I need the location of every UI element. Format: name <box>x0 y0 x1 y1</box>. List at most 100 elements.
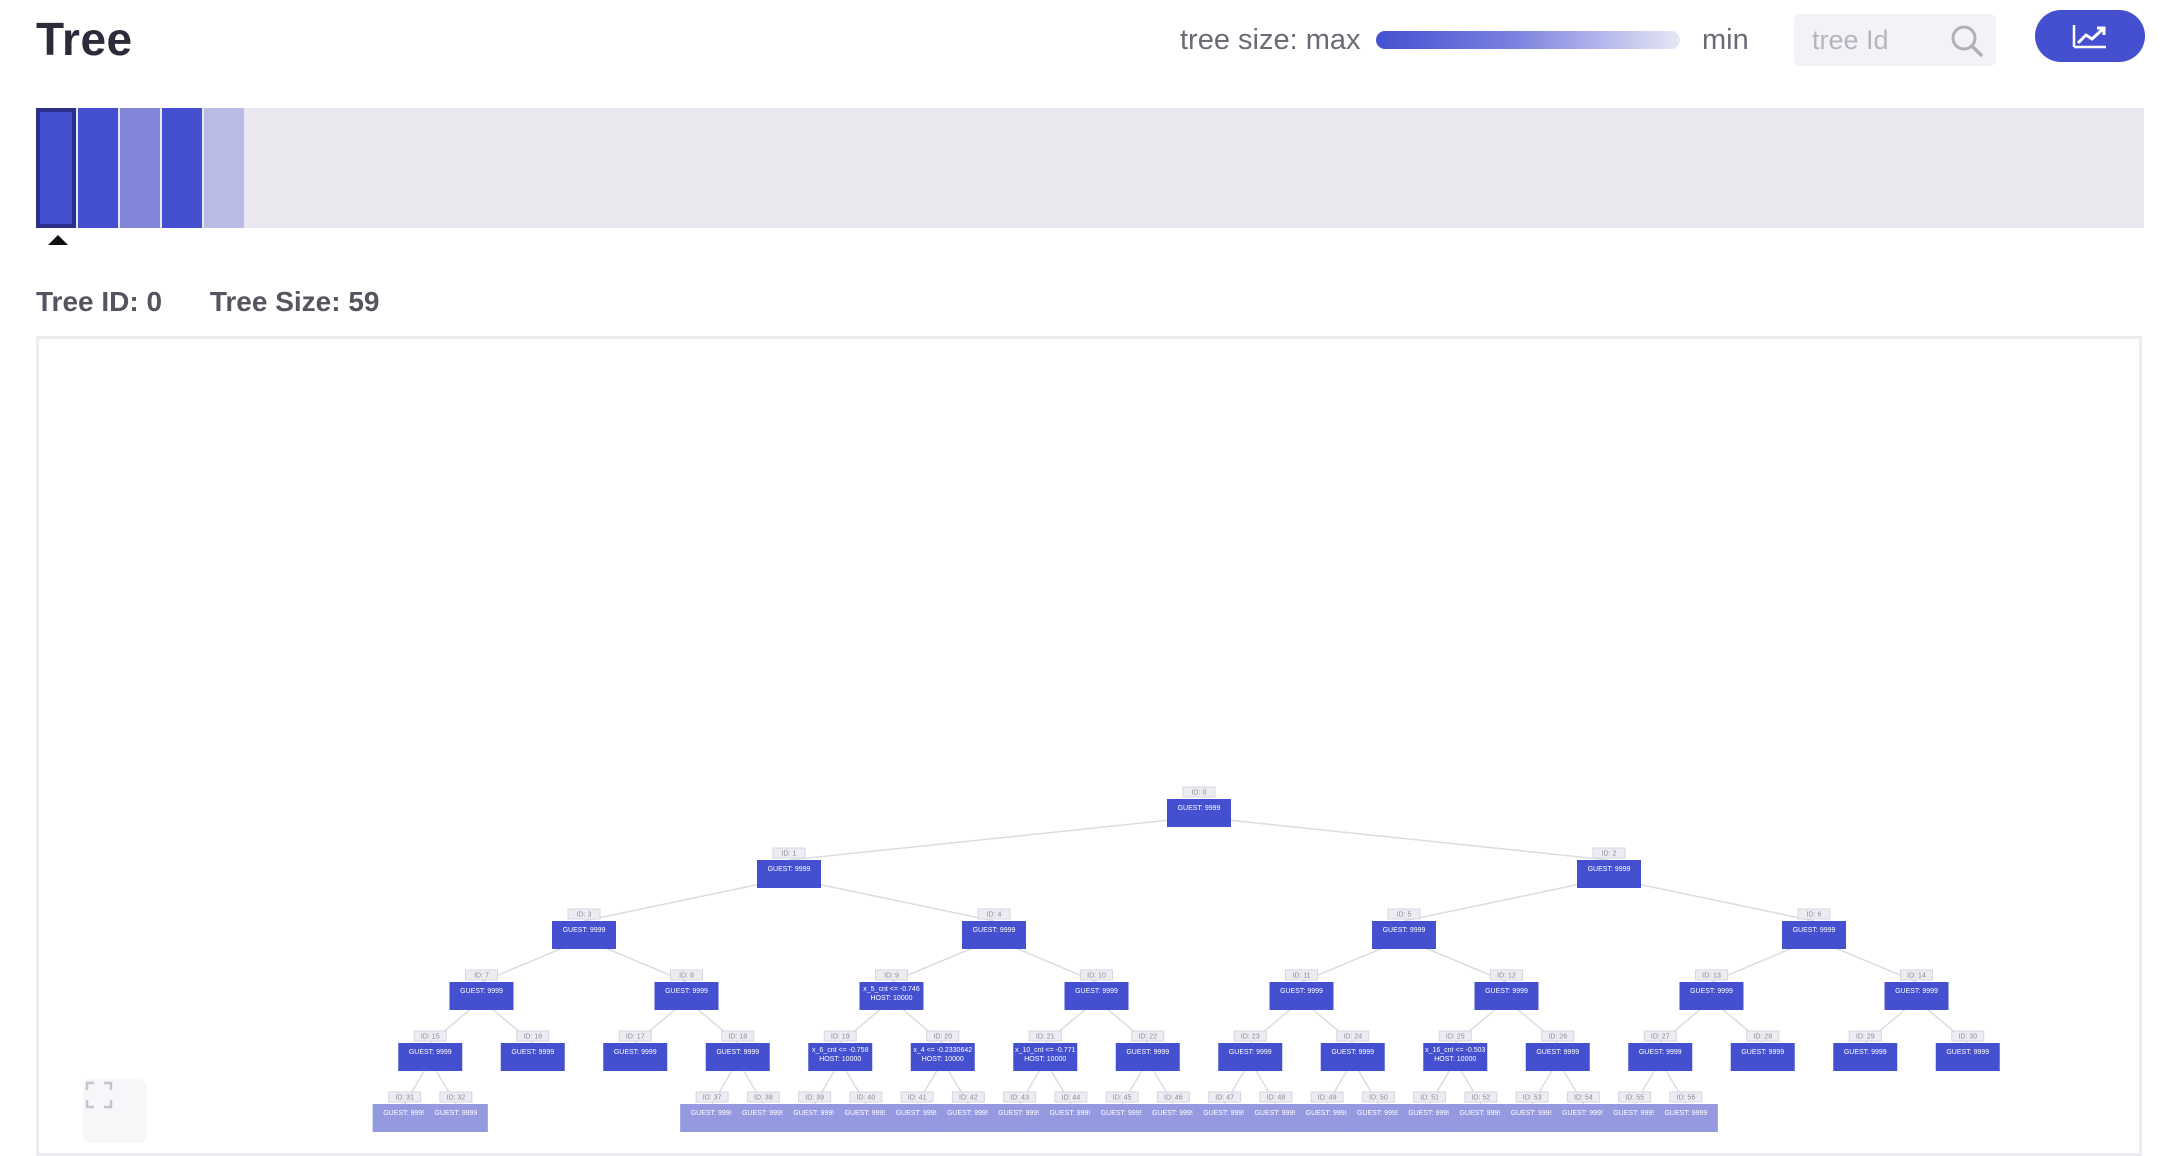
tree-node-4[interactable]: ID: 4 GUEST: 9999 <box>962 908 1026 949</box>
tree-node-6[interactable]: ID: 6 GUEST: 9999 <box>1782 908 1846 949</box>
node-id-label: ID: 21 <box>1036 1034 1055 1041</box>
tree-node-12[interactable]: ID: 12 GUEST: 9999 <box>1474 969 1539 1010</box>
node-text: GUEST: 9999 <box>1485 988 1528 995</box>
tree-node-24[interactable]: ID: 24 GUEST: 9999 <box>1320 1030 1385 1071</box>
tree-graph[interactable]: ID: 0 GUEST: 9999 ID: 1 GUEST: 9999 ID: 2 GUE… <box>39 339 2139 1156</box>
node-text: GUEST: 9999 <box>742 1110 785 1117</box>
node-id-tag <box>1413 1091 1447 1103</box>
node-id-label: ID: 16 <box>523 1034 542 1041</box>
node-id-tag <box>1515 1091 1549 1103</box>
tree-node-26[interactable]: ID: 26 GUEST: 9999 <box>1525 1030 1590 1071</box>
node-text: GUEST: 9999 <box>1613 1110 1656 1117</box>
tree-node-30[interactable]: ID: 30 GUEST: 9999 <box>1935 1030 2000 1071</box>
node-id-tag <box>798 1091 832 1103</box>
tree-node-15[interactable]: ID: 15 GUEST: 9999 <box>398 1030 463 1071</box>
node-id-tag <box>951 1091 985 1103</box>
tree-edge <box>788 877 995 922</box>
node-box <box>859 982 924 1010</box>
node-box <box>1679 982 1744 1010</box>
node-id-label: ID: 41 <box>908 1095 927 1102</box>
node-id-label: ID: 22 <box>1138 1034 1157 1041</box>
tree-node-22[interactable]: ID: 22 GUEST: 9999 <box>1115 1030 1180 1071</box>
node-box <box>654 982 719 1010</box>
node-id-label: ID: 55 <box>1625 1095 1644 1102</box>
node-text: GUEST: 9999 <box>1331 1049 1374 1056</box>
node-box <box>1167 799 1231 827</box>
tree-node-28[interactable]: ID: 28 GUEST: 9999 <box>1730 1030 1795 1071</box>
tree-strip-item-1[interactable] <box>78 108 118 228</box>
node-id-tag <box>1797 908 1831 920</box>
tree-strip-item-2[interactable] <box>120 108 160 228</box>
tree-strip-item-3[interactable] <box>162 108 202 228</box>
node-box <box>1884 982 1949 1010</box>
node-box <box>1064 982 1129 1010</box>
expand-button[interactable] <box>83 1079 147 1143</box>
node-text: GUEST: 9999 <box>768 866 811 873</box>
node-text: GUEST: 9999 <box>1946 1049 1989 1056</box>
node-id-tag <box>772 847 806 859</box>
node-text: GUEST: 9999 <box>1741 1049 1784 1056</box>
node-id-label: ID: 5 <box>1397 912 1412 919</box>
node-text: GUEST: 9999 <box>1459 1110 1502 1117</box>
tree-node-7[interactable]: ID: 7 GUEST: 9999 <box>449 969 514 1010</box>
tree-node-16[interactable]: ID: 16 GUEST: 9999 <box>500 1030 565 1071</box>
node-text: HOST: 10000 <box>1434 1056 1476 1063</box>
tree-node-56[interactable]: ID: 56 GUEST: 9999 <box>1653 1091 1718 1132</box>
search-icon[interactable] <box>1950 24 1984 58</box>
tree-node-11[interactable]: ID: 11 GUEST: 9999 <box>1269 969 1334 1010</box>
tree-strip-item-0[interactable] <box>36 108 76 228</box>
tree-node-25[interactable]: ID: 25 x_16_cnt <= -0.503 HOST: 10000 <box>1423 1030 1488 1071</box>
tree-node-5[interactable]: ID: 5 GUEST: 9999 <box>1372 908 1436 949</box>
tree-node-2[interactable]: ID: 2 GUEST: 9999 <box>1577 847 1641 888</box>
node-id-tag <box>926 1030 960 1042</box>
tree-node-20[interactable]: ID: 20 x_4 <= -0.2330642 HOST: 10000 <box>910 1030 975 1071</box>
tree-node-14[interactable]: ID: 14 GUEST: 9999 <box>1884 969 1949 1010</box>
node-id-tag <box>977 908 1011 920</box>
legend-min-label: min <box>1702 24 1749 56</box>
node-text: GUEST: 9999 <box>1536 1049 1579 1056</box>
trend-chart-button[interactable] <box>2035 10 2145 62</box>
tree-node-23[interactable]: ID: 23 GUEST: 9999 <box>1218 1030 1283 1071</box>
tree-node-19[interactable]: ID: 19 x_6_cnt <= -0.758 HOST: 10000 <box>808 1030 873 1071</box>
tree-node-21[interactable]: ID: 21 x_10_cnt <= -0.771 HOST: 10000 <box>1013 1030 1078 1071</box>
node-id-label: ID: 17 <box>626 1034 645 1041</box>
tree-node-0[interactable]: ID: 0 GUEST: 9999 <box>1167 786 1231 827</box>
tree-node-32[interactable]: ID: 32 GUEST: 9999 <box>423 1091 488 1132</box>
node-id-tag <box>900 1091 934 1103</box>
node-id-tag <box>1951 1030 1985 1042</box>
node-text: GUEST: 9999 <box>844 1110 887 1117</box>
selected-tree-pointer <box>48 235 68 245</box>
node-id-tag <box>413 1030 447 1042</box>
node-id-label: ID: 14 <box>1907 973 1926 980</box>
node-id-tag <box>516 1030 550 1042</box>
node-id-tag <box>1643 1030 1677 1042</box>
node-id-label: ID: 28 <box>1753 1034 1772 1041</box>
tree-node-1[interactable]: ID: 1 GUEST: 9999 <box>757 847 821 888</box>
node-id-label: ID: 11 <box>1292 973 1310 980</box>
tree-node-18[interactable]: ID: 18 GUEST: 9999 <box>705 1030 770 1071</box>
node-text: GUEST: 9999 <box>896 1110 939 1117</box>
tree-node-29[interactable]: ID: 29 GUEST: 9999 <box>1833 1030 1898 1071</box>
node-id-tag <box>1490 969 1523 981</box>
tree-node-10[interactable]: ID: 10 GUEST: 9999 <box>1064 969 1129 1010</box>
node-text: GUEST: 9999 <box>1229 1049 1272 1056</box>
tree-canvas[interactable]: ID: 0 GUEST: 9999 ID: 1 GUEST: 9999 ID: 2 GUE… <box>36 336 2142 1156</box>
node-id-tag <box>1208 1091 1242 1103</box>
node-id-label: ID: 3 <box>577 912 592 919</box>
node-text: x_16_cnt <= -0.503 <box>1425 1047 1485 1054</box>
node-id-tag <box>388 1091 422 1103</box>
tree-id-search-input[interactable] <box>1812 14 1952 66</box>
node-box <box>1525 1043 1590 1071</box>
tree-node-3[interactable]: ID: 3 GUEST: 9999 <box>552 908 616 949</box>
tree-strip-item-4[interactable] <box>204 108 244 228</box>
tree-size-legend-bar <box>1376 31 1680 49</box>
tree-node-8[interactable]: ID: 8 GUEST: 9999 <box>654 969 719 1010</box>
tree-node-17[interactable]: ID: 17 GUEST: 9999 <box>603 1030 668 1071</box>
tree-node-9[interactable]: ID: 9 x_5_cnt <= -0.746 HOST: 10000 <box>859 969 924 1010</box>
node-box <box>808 1043 873 1071</box>
node-id-tag <box>1336 1030 1370 1042</box>
tree-node-27[interactable]: ID: 27 GUEST: 9999 <box>1628 1030 1693 1071</box>
expand-icon <box>85 1081 113 1109</box>
tree-node-13[interactable]: ID: 13 GUEST: 9999 <box>1679 969 1744 1010</box>
node-id-tag <box>1695 969 1728 981</box>
